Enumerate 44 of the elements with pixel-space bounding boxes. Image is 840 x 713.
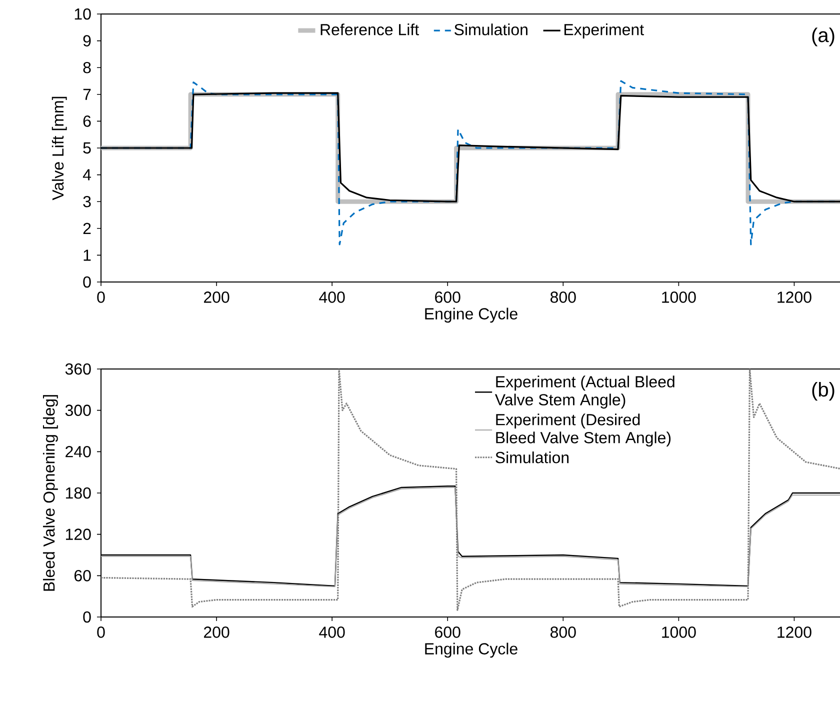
x-tick-label: 1200: [778, 292, 812, 303]
y-axis-title: Valve Lift [mm]: [52, 96, 67, 200]
x-axis-title: Engine Cycle: [425, 642, 518, 658]
x-tick-label: 1000: [662, 292, 696, 303]
x-tick-label: 200: [204, 626, 230, 638]
legend-label: Experiment: [564, 24, 644, 38]
x-tick-label: 0: [97, 292, 105, 303]
y-axis-title: Bleed Valve Opnening [deg]: [43, 395, 58, 591]
annotation: (b): [812, 382, 834, 401]
y-tick-label: 6: [83, 116, 91, 127]
y-tick-label: 180: [66, 487, 91, 499]
legend-label: Experiment (Actual Bleed Valve Stem Angle): [494, 376, 674, 409]
y-tick-label: 7: [83, 88, 91, 100]
x-tick-label: 800: [550, 626, 576, 638]
legend-label: Reference Lift: [320, 24, 419, 36]
x-tick-label: 600: [435, 626, 460, 638]
legend-label: Simulation: [454, 24, 528, 36]
y-tick-label: 1: [84, 250, 91, 261]
y-tick-label: 8: [83, 62, 91, 74]
x-axis-title: Engine Cycle: [425, 308, 518, 323]
x-tick-label: 400: [319, 292, 345, 303]
y-tick-label: 300: [65, 404, 91, 416]
y-tick-label: 9: [83, 35, 91, 46]
legend-label: Simulation: [496, 452, 569, 464]
y-tick-label: 0: [83, 276, 91, 288]
y-tick-label: 60: [74, 570, 91, 582]
y-tick-label: 2: [83, 222, 91, 234]
annotation: (a): [812, 28, 834, 46]
x-tick-label: 600: [435, 292, 460, 303]
x-tick-label: 400: [319, 626, 345, 638]
x-tick-label: 200: [204, 292, 230, 303]
legend-label: Experiment (Desired Bleed Valve Stem Angle): [496, 414, 671, 447]
y-tick-label: 10: [74, 8, 91, 20]
y-tick-label: 4: [82, 169, 91, 180]
x-tick-label: 1200: [778, 626, 812, 638]
y-tick-label: 360: [65, 363, 91, 375]
y-tick-label: 3: [83, 196, 91, 208]
x-tick-label: 1000: [662, 626, 696, 638]
x-tick-label: 0: [97, 626, 105, 638]
x-tick-label: 800: [550, 292, 576, 303]
y-tick-label: 5: [83, 142, 91, 154]
y-tick-label: 240: [66, 446, 91, 458]
y-tick-label: 0: [83, 611, 91, 623]
y-tick-label: 120: [66, 528, 91, 540]
